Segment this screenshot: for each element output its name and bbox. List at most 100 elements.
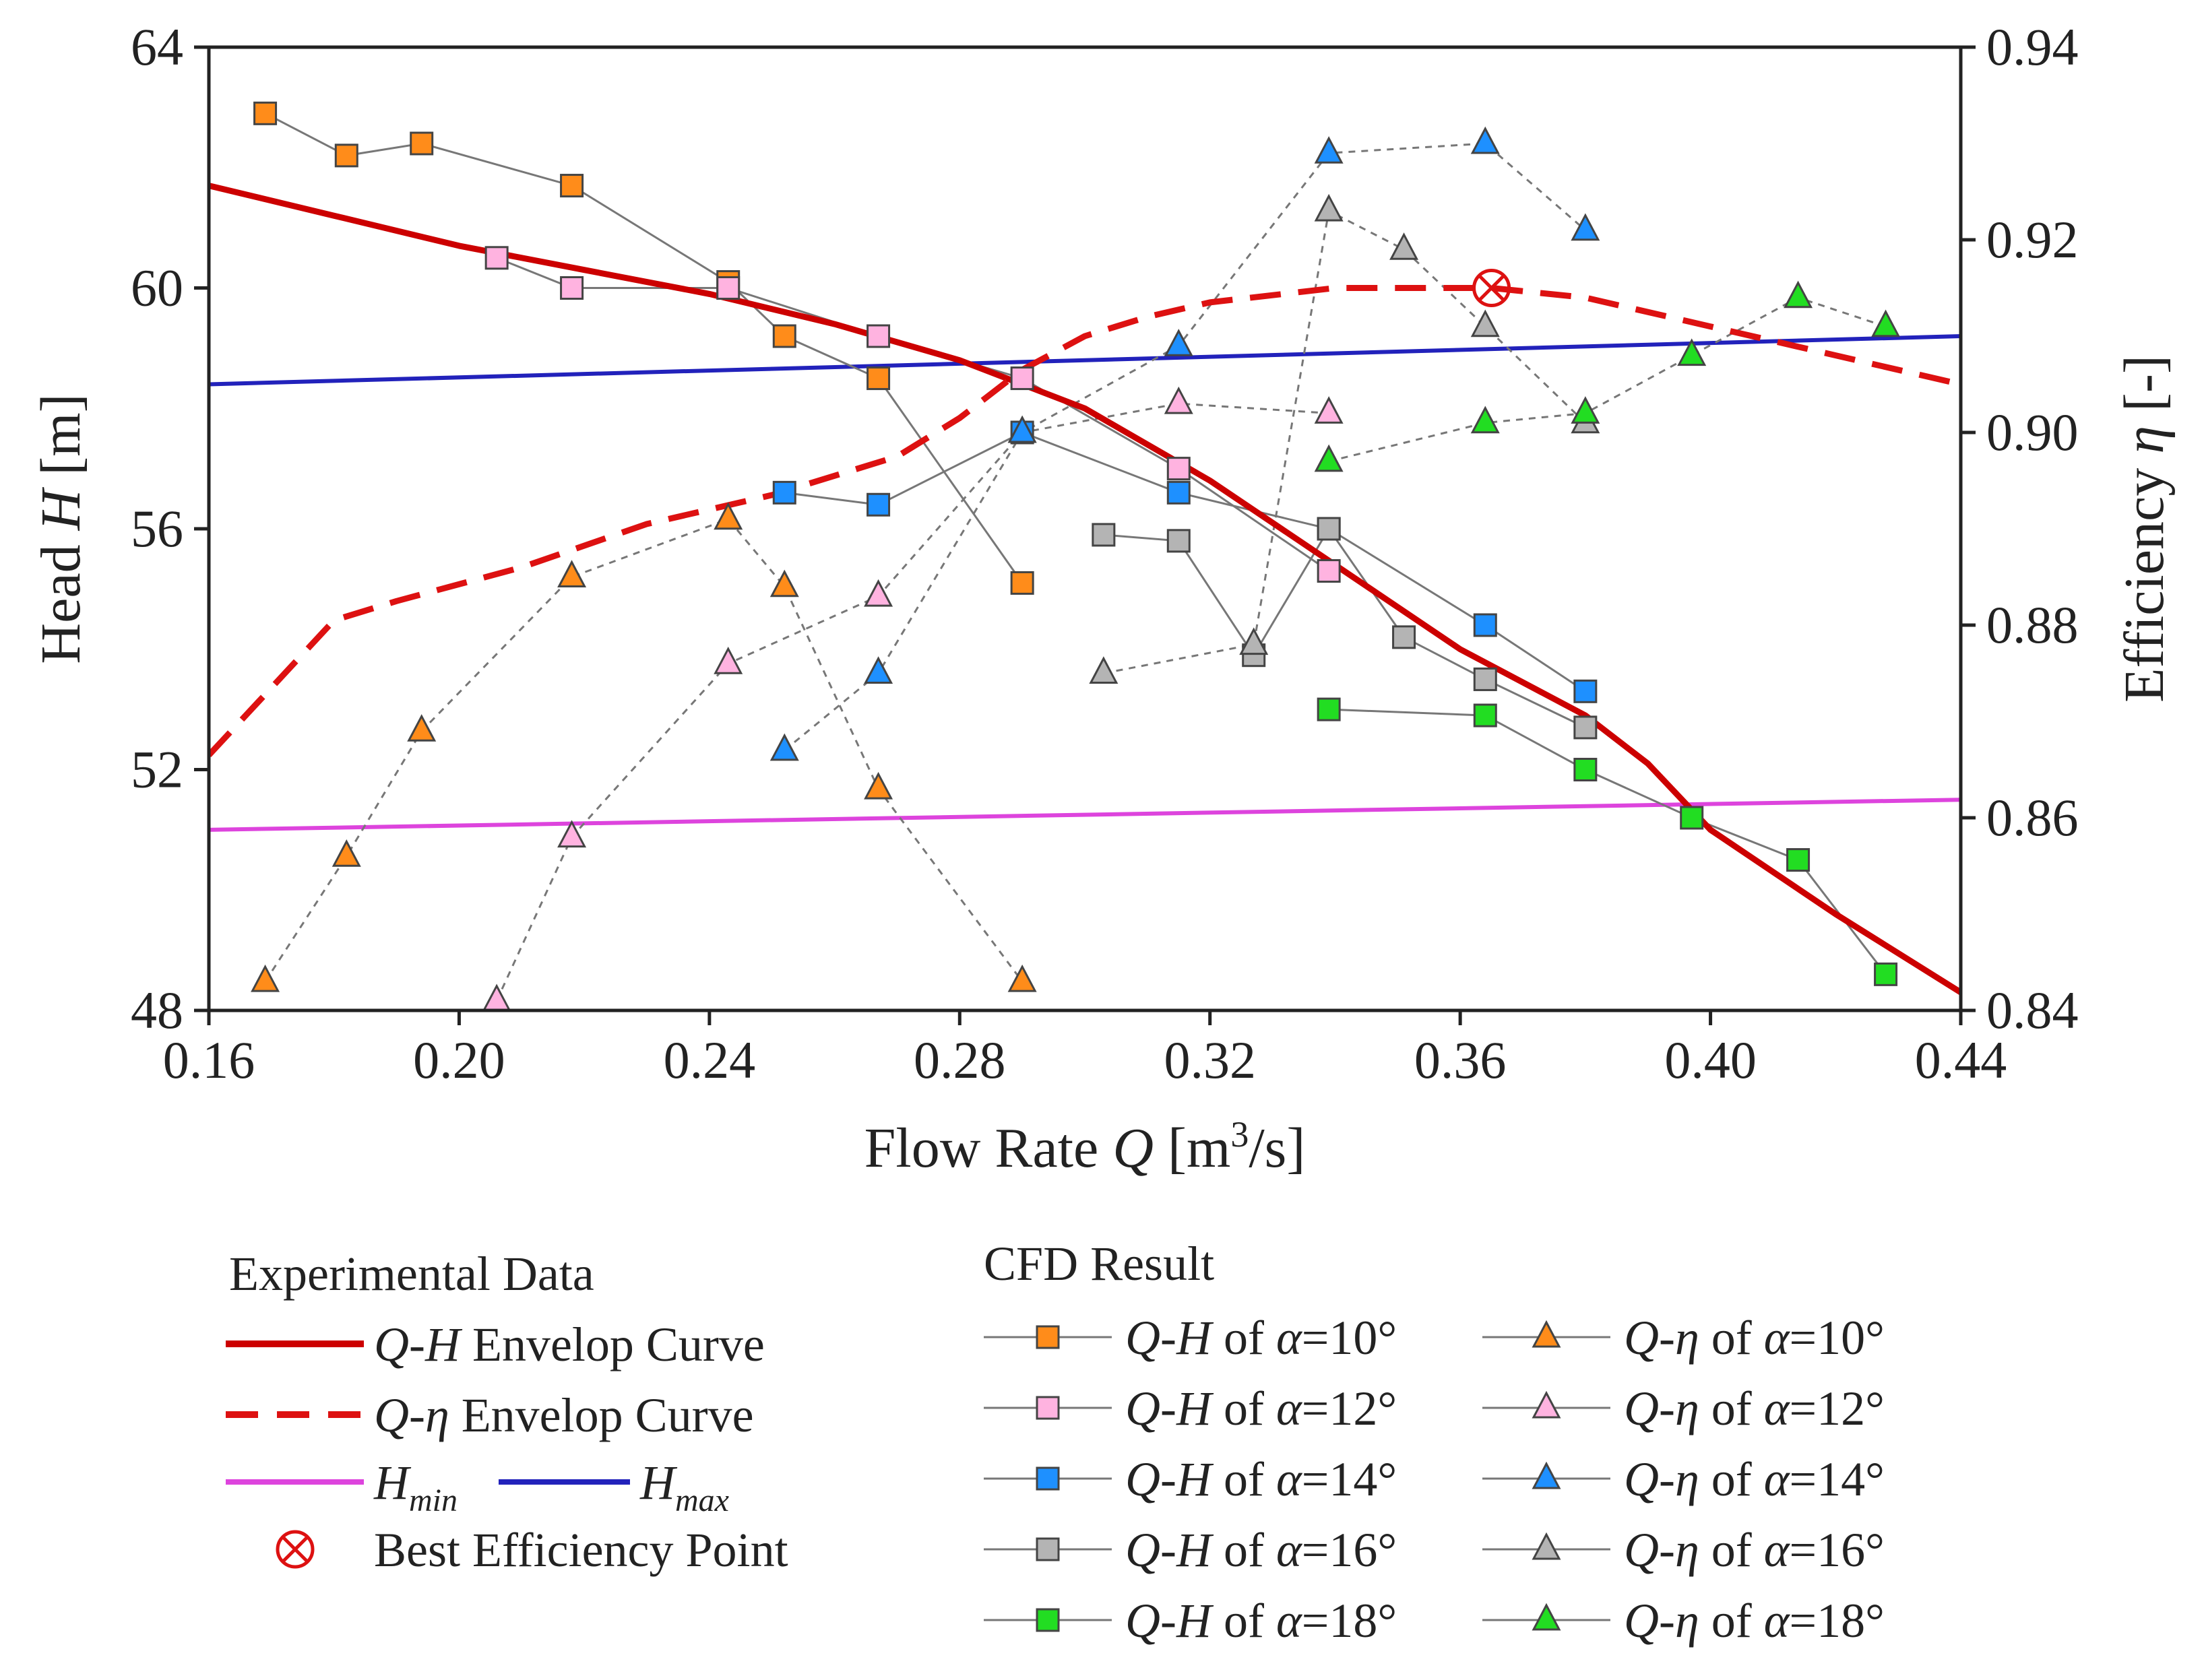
x-axis-title: Flow Rate Q [m3/s] [864,1114,1306,1180]
series-5-point-7 [1007,964,1037,992]
series-1-point-2 [716,276,741,300]
x-tick-label: 0.24 [664,1031,756,1089]
series-6-point-3 [864,579,893,607]
y-left-tick-label: 60 [131,259,183,317]
legend-hmax-label: Hmax [639,1456,729,1518]
y-axis-left-title: Head H [m] [30,393,92,664]
legend-hmin-label: Hmin [373,1456,458,1518]
series-6-point-5 [1164,386,1193,414]
series-4-point-5 [1874,962,1898,986]
legend-qeta-marker-0 [1532,1320,1561,1348]
legend-experimental-title: Experimental Data [229,1247,594,1301]
series-4-point-3 [1680,806,1704,830]
series-3-point-1 [1166,529,1191,553]
series-6-point-6 [1314,396,1344,424]
legend-qh-label-3: Q-H of α=16° [1125,1523,1397,1577]
legend-qh-envelope-label: Q-H Envelop Curve [374,1318,765,1371]
series-1-point-5 [1166,457,1191,481]
legend-qeta-marker-4 [1532,1603,1561,1631]
series-9-point-0 [1314,444,1344,472]
series-2-point-6 [1573,679,1598,703]
series-4-point-1 [1473,703,1497,728]
series-5-point-5 [769,569,799,597]
legend-qeta-envelope-label: Q-η Envelop Curve [374,1388,754,1442]
legend-cfd-entries: Q-H of α=10° Q-η of α=10° Q-H of α=12° Q-η … [984,1311,1885,1648]
series-9-point-2 [1571,396,1600,424]
hmin-line [209,798,1961,832]
legend-qh-label-4: Q-H of α=18° [1125,1594,1397,1648]
legend: Experimental Data Q-H Envelop Curve Q-η … [226,1237,1885,1648]
y-left-tick-label: 64 [131,18,183,76]
y-axis-right-title: Efficiency η [-] [2113,355,2176,703]
legend-bep-label: Best Efficiency Point [374,1523,788,1577]
series-7-point-5 [1470,126,1500,154]
series-0-point-5 [772,324,796,348]
legend-bep-icon [276,1530,315,1569]
series-0-point-7 [1010,571,1034,595]
series-9-point-4 [1784,280,1813,309]
series-0-point-3 [560,174,584,198]
series-1-point-1 [560,276,584,300]
series-5-point-6 [864,771,893,800]
series-4-point-2 [1573,758,1598,781]
legend-qeta-label-1: Q-η of α=12° [1624,1382,1885,1435]
series-2-point-1 [867,492,891,517]
series-8-point-3 [1389,232,1419,260]
legend-qh-marker-2 [1036,1466,1060,1491]
series-0-point-2 [410,131,434,156]
series-7-point-6 [1571,213,1600,241]
legend-qh-marker-1 [1036,1396,1060,1420]
y-right-tick-label: 0.88 [1986,595,2079,654]
y-right-tick-label: 0.84 [1986,981,2079,1039]
legend-qeta-marker-1 [1532,1390,1561,1419]
series-7-point-2 [1007,415,1037,443]
y-right-tick-label: 0.86 [1986,788,2079,847]
series-0-point-1 [334,143,358,168]
x-tick-label: 0.40 [1664,1031,1757,1089]
y-left-tick-label: 48 [131,981,183,1039]
ticks-layer: 0.16 0.20 0.24 0.28 0.32 0.36 0.40 0.44 48 52 56 60… [131,18,2079,1089]
best-efficiency-point [1472,269,1511,307]
series-7-point-3 [1164,329,1193,356]
x-tick-label: 0.28 [914,1031,1006,1089]
y-left-tick-label: 56 [131,499,183,558]
legend-qh-marker-0 [1036,1325,1060,1349]
y-right-tick-label: 0.94 [1986,18,2079,76]
qh-envelope-curve [209,183,1961,996]
series-3-point-0 [1092,523,1116,547]
series-9-point-3 [1677,338,1707,366]
series-8-point-4 [1470,309,1500,337]
series-3-point-5 [1473,667,1497,691]
series-2-point-3 [1166,480,1191,505]
legend-qh-marker-3 [1036,1537,1060,1561]
series-0-point-6 [867,366,891,391]
series-8-point-2 [1314,193,1344,222]
series-9-point-5 [1871,309,1901,337]
series-2-point-0 [772,480,796,505]
legend-qh-label-2: Q-H of α=14° [1125,1452,1397,1506]
series-7-point-0 [769,733,799,761]
hmax-line [209,334,1961,387]
legend-qeta-marker-3 [1532,1532,1561,1560]
series-line-0 [264,112,1024,584]
series-6-point-1 [557,820,587,848]
legend-qh-marker-4 [1036,1608,1060,1632]
legend-qeta-label-2: Q-η of α=14° [1624,1452,1885,1506]
series-1-point-6 [1317,559,1341,583]
series-2-point-5 [1473,613,1497,637]
series-line-4 [1329,708,1887,975]
x-tick-label: 0.16 [163,1031,255,1089]
series-line-8 [1103,209,1586,674]
series-line-9 [1328,296,1887,463]
x-tick-label: 0.36 [1414,1031,1507,1089]
x-tick-label: 0.44 [1915,1031,2007,1089]
series-1-point-3 [867,324,891,348]
legend-qeta-label-4: Q-η of α=18° [1624,1594,1885,1648]
series-5-point-1 [332,839,361,867]
series-8-point-1 [1239,627,1269,655]
series-7-point-4 [1314,136,1344,164]
legend-cfd-title: CFD Result [984,1237,1214,1291]
series-6-point-2 [714,646,743,674]
